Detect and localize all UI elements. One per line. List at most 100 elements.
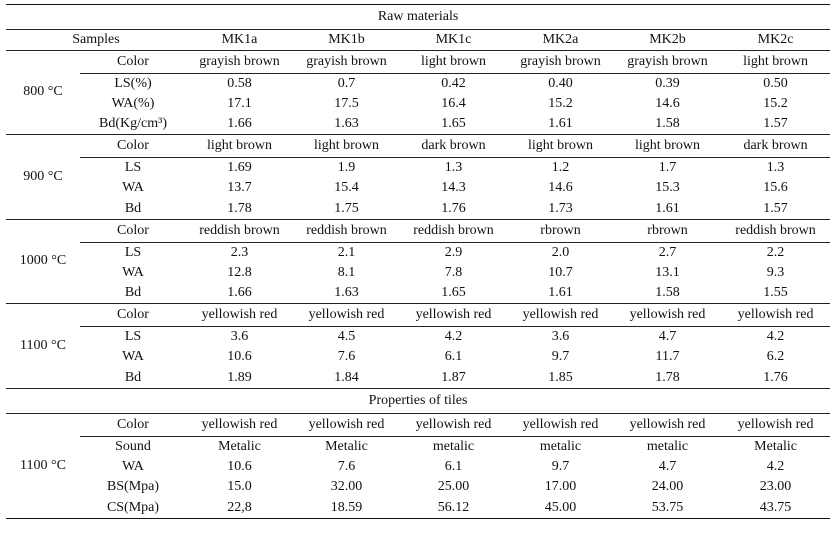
- table-cell: 0.39: [655, 75, 680, 91]
- property-label: LS: [124, 160, 142, 175]
- table-cell: light brown: [186, 134, 293, 158]
- property-label: Sound: [115, 438, 151, 454]
- table-cell: 1.78: [186, 198, 293, 220]
- table-row: LS 3.6 4.5 4.2 3.6 4.7 4.2: [6, 327, 830, 348]
- table-cell: dark brown: [721, 134, 831, 158]
- table-cell: 1.78: [614, 367, 721, 389]
- table-row: 900 °C Color light brown light brown dark br…: [6, 134, 831, 220]
- table-cell: yellowish red: [614, 413, 721, 437]
- table-cell: 9.7: [551, 349, 570, 365]
- table-row: Sound Metalic Metalic metalic metalic metalic…: [6, 436, 830, 457]
- table-cell: 1.61: [507, 114, 614, 135]
- table-cell: 1.9: [337, 160, 356, 175]
- table-cell: 1.3: [766, 160, 785, 175]
- table-cell: metalic: [646, 438, 689, 454]
- table-cell: 1.76: [721, 367, 831, 389]
- table-cell: 0.42: [441, 75, 466, 91]
- property-label: Color: [80, 303, 186, 327]
- table-cell: 7.6: [337, 458, 356, 474]
- property-label: WA: [122, 180, 144, 196]
- table-cell: light brown: [400, 50, 507, 74]
- property-label: Color: [80, 134, 186, 158]
- table-cell: 14.6: [655, 95, 680, 111]
- table-cell: 2.1: [337, 244, 356, 260]
- property-label: Color: [80, 413, 186, 437]
- table-cell: light brown: [614, 134, 721, 158]
- table-cell: 23.00: [759, 479, 792, 495]
- table-cell: 32.00: [330, 479, 363, 495]
- table-cell: reddish brown: [400, 219, 507, 243]
- table-cell: 24.00: [651, 479, 684, 495]
- table-cell: 1.75: [293, 198, 400, 220]
- property-label: LS: [124, 244, 142, 260]
- table-cell: 17.5: [334, 95, 359, 111]
- table-cell: 14.3: [441, 180, 466, 196]
- table-cell: dark brown: [400, 134, 507, 158]
- table-cell: 13.7: [227, 180, 252, 196]
- table-cell: grayish brown: [614, 50, 721, 74]
- table-cell: 4.7: [658, 329, 677, 344]
- property-label: BS(Mpa): [106, 479, 160, 495]
- table-cell: 10.6: [227, 349, 252, 365]
- table-cell: 1.65: [400, 283, 507, 304]
- table-cell: 17.00: [544, 479, 577, 495]
- table-cell: reddish brown: [721, 219, 831, 243]
- table-cell: yellowish red: [721, 413, 831, 437]
- column-header: MK2a: [507, 29, 614, 51]
- table-cell: yellowish red: [293, 303, 400, 327]
- table-cell: reddish brown: [186, 219, 293, 243]
- table-cell: 9.7: [551, 458, 570, 474]
- table-cell: light brown: [507, 134, 614, 158]
- table-cell: 15.0: [227, 479, 252, 495]
- table-cell: metalic: [539, 438, 582, 454]
- table-body: Raw materials Samples MK1a MK1b MK1c MK2…: [6, 4, 831, 519]
- column-header: MK2c: [721, 29, 831, 51]
- table-cell: grayish brown: [507, 50, 614, 74]
- table-cell: 1.73: [507, 198, 614, 220]
- table-cell: 15.2: [548, 95, 573, 111]
- raw-materials-title: Raw materials: [6, 4, 831, 30]
- table-cell: 1.85: [507, 367, 614, 389]
- table-cell: 1.58: [614, 114, 721, 135]
- table-cell: 1.63: [293, 283, 400, 304]
- table-cell: 43.75: [721, 497, 831, 519]
- table-cell: Metalic: [325, 438, 368, 454]
- table-row: Properties of tiles: [6, 388, 831, 414]
- table-cell: 14.6: [548, 180, 573, 196]
- table-cell: 0.58: [227, 75, 252, 91]
- property-label: WA: [122, 349, 144, 365]
- table-cell: 15.2: [763, 95, 788, 111]
- table-cell: 10.6: [227, 458, 252, 474]
- table-row: WA 13.7 15.4 14.3 14.6 15.3 15.6: [6, 178, 830, 199]
- property-label: Bd: [80, 367, 186, 389]
- table-row: WA 10.6 7.6 6.1 9.7 11.7 6.2: [6, 347, 830, 368]
- table-row: 1100 °C Color yellowish red yellowish red ye…: [6, 303, 831, 389]
- property-label: Color: [80, 50, 186, 74]
- samples-header: Samples: [6, 29, 186, 51]
- column-header: MK1b: [293, 29, 400, 51]
- column-header: MK2b: [614, 29, 721, 51]
- table-cell: 1.65: [400, 114, 507, 135]
- table-cell: 2.9: [444, 244, 463, 260]
- table-cell: 6.1: [444, 349, 463, 365]
- table-cell: 2.7: [658, 244, 677, 260]
- table-cell: 2.3: [230, 244, 249, 260]
- table-cell: yellowish red: [186, 413, 293, 437]
- column-header: MK1c: [400, 29, 507, 51]
- table-cell: 13.1: [655, 264, 680, 280]
- table-cell: 1.61: [507, 283, 614, 304]
- table-cell: 6.1: [444, 458, 463, 474]
- table-cell: 2.0: [551, 244, 570, 260]
- table-cell: 0.50: [763, 75, 788, 91]
- table-row: BS(Mpa) 15.0 32.00 25.00 17.00 24.00 23.00: [6, 477, 830, 498]
- tiles-properties-title: Properties of tiles: [6, 388, 831, 414]
- table-cell: 11.7: [655, 349, 680, 365]
- table-cell: yellowish red: [186, 303, 293, 327]
- table-cell: 4.5: [337, 329, 356, 344]
- table-row: Bd 1.66 1.63 1.65 1.61 1.58 1.55: [6, 283, 831, 304]
- property-label: Bd: [80, 198, 186, 220]
- table-cell: 1.69: [227, 160, 252, 175]
- table-cell: 45.00: [507, 497, 614, 519]
- table-cell: 1.63: [293, 114, 400, 135]
- table-row: Bd(Kg/cm³) 1.66 1.63 1.65 1.61 1.58 1.57: [6, 114, 831, 135]
